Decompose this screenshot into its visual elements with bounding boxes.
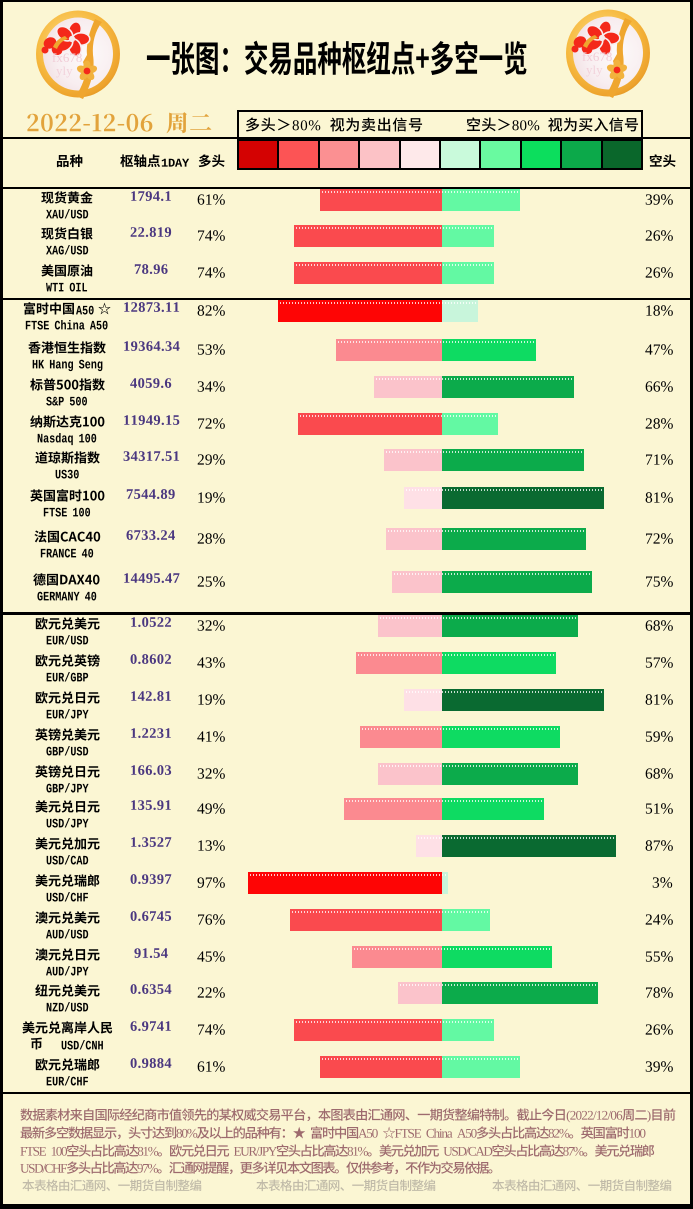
svg-text:fx678: fx678: [52, 50, 82, 65]
svg-text:yly: yly: [56, 63, 73, 78]
svg-text:fx678: fx678: [582, 49, 612, 64]
svg-text:yly: yly: [586, 62, 603, 77]
